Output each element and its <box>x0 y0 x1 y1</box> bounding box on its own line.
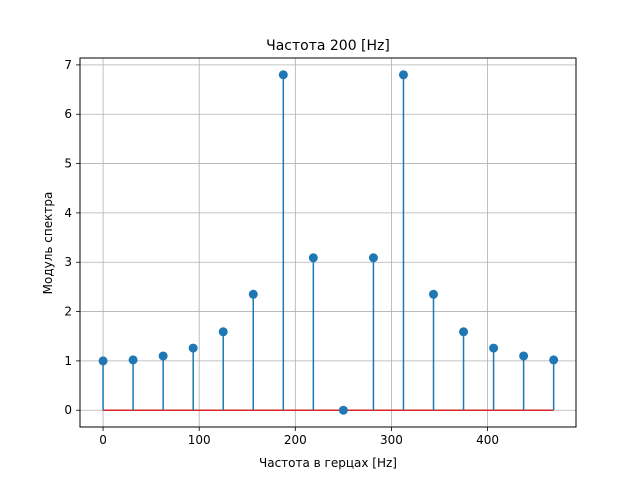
grid-lines <box>80 58 576 427</box>
stem-marker <box>338 405 348 415</box>
stem-marker <box>98 356 108 366</box>
y-tick-label: 2 <box>64 305 72 319</box>
y-tick-label: 4 <box>64 206 72 220</box>
y-tick-label: 5 <box>64 157 72 171</box>
stems <box>102 74 555 411</box>
stem-marker <box>278 70 288 80</box>
y-tick-label: 1 <box>64 354 72 368</box>
ticks: 0 100 200 300 400 0 1 2 3 4 5 6 7 <box>64 58 499 447</box>
x-axis-label: Частота в герцах [Hz] <box>259 456 397 470</box>
stem-marker <box>489 343 499 353</box>
axes-frame <box>79 57 577 428</box>
stem-marker <box>128 355 138 365</box>
stem-marker <box>308 253 318 263</box>
stem-marker <box>248 289 258 299</box>
x-tick-label: 200 <box>284 433 307 447</box>
y-tick-label: 7 <box>64 58 72 72</box>
stem-marker <box>398 70 408 80</box>
x-tick-label: 400 <box>476 433 499 447</box>
y-tick-label: 3 <box>64 255 72 269</box>
stem-marker <box>459 327 469 337</box>
stem-marker <box>549 355 559 365</box>
markers <box>98 70 559 415</box>
x-tick-label: 300 <box>380 433 403 447</box>
x-tick-label: 100 <box>188 433 211 447</box>
stem-marker <box>188 343 198 353</box>
y-axis-label: Модуль спектра <box>41 192 55 295</box>
y-tick-label: 6 <box>64 107 72 121</box>
stem-marker <box>428 289 438 299</box>
stem-marker <box>218 327 228 337</box>
stem-marker <box>368 253 378 263</box>
y-tick-label: 0 <box>64 403 72 417</box>
chart-title: Частота 200 [Hz] <box>266 38 390 54</box>
stem-marker <box>158 351 168 361</box>
stem-marker <box>519 351 529 361</box>
x-tick-label: 0 <box>99 433 107 447</box>
